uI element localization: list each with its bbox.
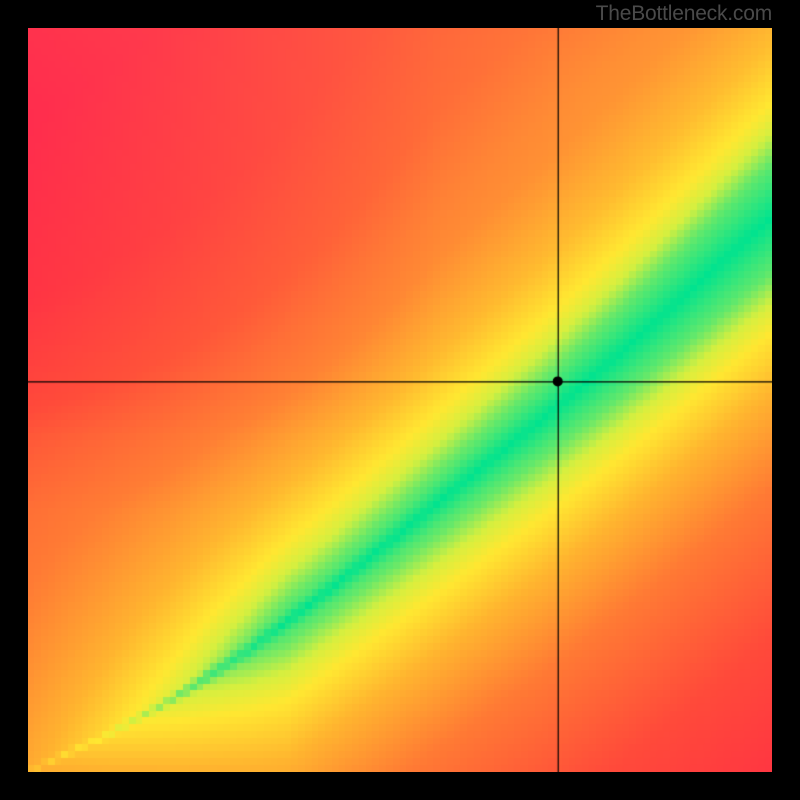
watermark-text: TheBottleneck.com: [596, 2, 772, 26]
chart-frame: { "watermark": { "text": "TheBottleneck.…: [0, 0, 800, 800]
bottleneck-heatmap: [28, 28, 772, 772]
